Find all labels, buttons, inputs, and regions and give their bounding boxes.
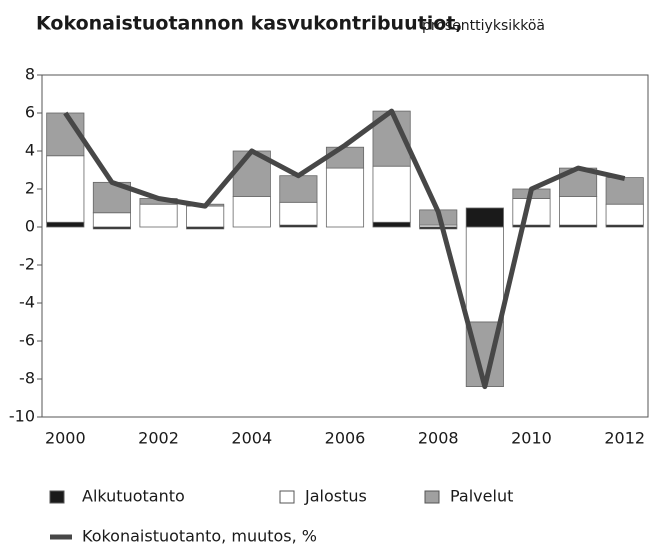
bar-segment <box>559 196 598 226</box>
y-tick-label: -6 <box>19 331 35 350</box>
bar-segment <box>465 226 504 323</box>
x-tick-label: 2002 <box>138 429 179 448</box>
legend-label: Jalostus <box>304 487 367 506</box>
x-tick-label: 2010 <box>511 429 552 448</box>
y-tick-label: -4 <box>19 293 35 312</box>
y-tick-label: 0 <box>25 217 35 236</box>
x-tick-label: 2004 <box>231 429 272 448</box>
y-tick-label: -8 <box>19 369 35 388</box>
bar-segment <box>325 146 365 169</box>
bar-segment <box>46 155 85 223</box>
bar-segment <box>465 207 504 228</box>
bar-segment <box>92 212 131 228</box>
x-tick-label: 2006 <box>325 429 366 448</box>
bar-segment <box>372 221 411 228</box>
y-tick-label: -2 <box>19 255 35 274</box>
y-tick-label: 6 <box>25 103 35 122</box>
bar-segment <box>325 167 365 228</box>
line <box>63 108 626 390</box>
bar-segment <box>139 203 178 228</box>
legend-label: Palvelut <box>450 487 513 506</box>
y-tick-label: 2 <box>25 179 35 198</box>
bar-segment <box>279 175 318 203</box>
bar-segment <box>372 165 411 223</box>
legend-swatch <box>49 490 65 504</box>
legend-label: Kokonaistuotanto, muutos, % <box>82 527 317 546</box>
bar-segment <box>605 177 644 205</box>
bar-segment <box>186 205 225 228</box>
x-tick-label: 2012 <box>604 429 645 448</box>
bar-segment <box>46 221 85 228</box>
x-tick-label: 2008 <box>418 429 459 448</box>
y-tick-label: 8 <box>25 65 35 84</box>
bar-segment <box>232 196 271 228</box>
x-tick-label: 2000 <box>45 429 86 448</box>
bar-segment <box>512 198 551 226</box>
legend-swatch <box>279 490 295 504</box>
y-tick-label: 4 <box>25 141 35 160</box>
bar-segment <box>605 203 644 226</box>
y-tick-label: -10 <box>9 407 35 426</box>
bar-segment <box>279 201 318 226</box>
legend-label: Alkutuotanto <box>82 487 185 506</box>
legend-swatch <box>424 490 440 504</box>
chart-subtitle: prosenttiyksikköä <box>422 18 545 34</box>
chart-title: Kokonaistuotannon kasvukontribuutiot, <box>36 13 463 35</box>
plot-frame <box>41 74 649 418</box>
